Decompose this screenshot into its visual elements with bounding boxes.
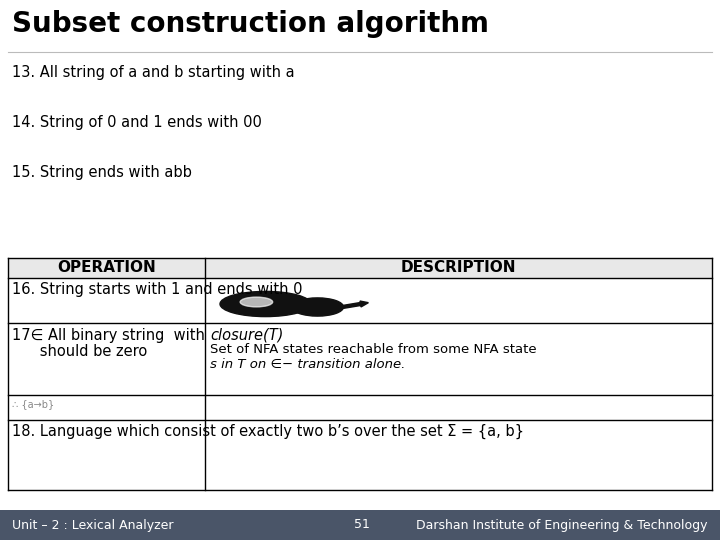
Text: 18. Language which consist of exactly two b’s over the set Σ = {a, b}: 18. Language which consist of exactly tw…	[12, 424, 524, 439]
Text: should be zero: should be zero	[12, 344, 148, 359]
Text: closure(T): closure(T)	[210, 328, 284, 343]
Text: 17∈ All binary string  with: 17∈ All binary string with	[12, 328, 205, 343]
Text: Set of NFA states reachable from some NFA state: Set of NFA states reachable from some NF…	[210, 343, 536, 356]
Ellipse shape	[240, 297, 273, 307]
Text: 13. All string of a and b starting with a: 13. All string of a and b starting with …	[12, 65, 294, 80]
Text: Darshan Institute of Engineering & Technology: Darshan Institute of Engineering & Techn…	[416, 518, 708, 531]
Text: Unit – 2 : Lexical Analyzer: Unit – 2 : Lexical Analyzer	[12, 518, 174, 531]
FancyArrow shape	[330, 301, 369, 310]
Text: 16. String starts with 1 and ends with 0: 16. String starts with 1 and ends with 0	[12, 282, 302, 297]
Text: 51: 51	[354, 518, 370, 531]
Text: s in T on ∈− transition alone.: s in T on ∈− transition alone.	[210, 358, 405, 371]
Text: ∴ {a→b}: ∴ {a→b}	[12, 399, 54, 409]
Bar	[8, 258, 712, 278]
Text: Subset construction algorithm: Subset construction algorithm	[12, 10, 489, 38]
Text: 15. String ends with abb: 15. String ends with abb	[12, 165, 192, 180]
Text: DESCRIPTION: DESCRIPTION	[401, 260, 516, 275]
Bar	[8, 258, 712, 490]
Bar	[0, 510, 720, 540]
Text: OPERATION: OPERATION	[57, 260, 156, 275]
Ellipse shape	[220, 292, 311, 316]
Text: 14. String of 0 and 1 ends with 00: 14. String of 0 and 1 ends with 00	[12, 115, 262, 130]
Ellipse shape	[292, 298, 343, 316]
